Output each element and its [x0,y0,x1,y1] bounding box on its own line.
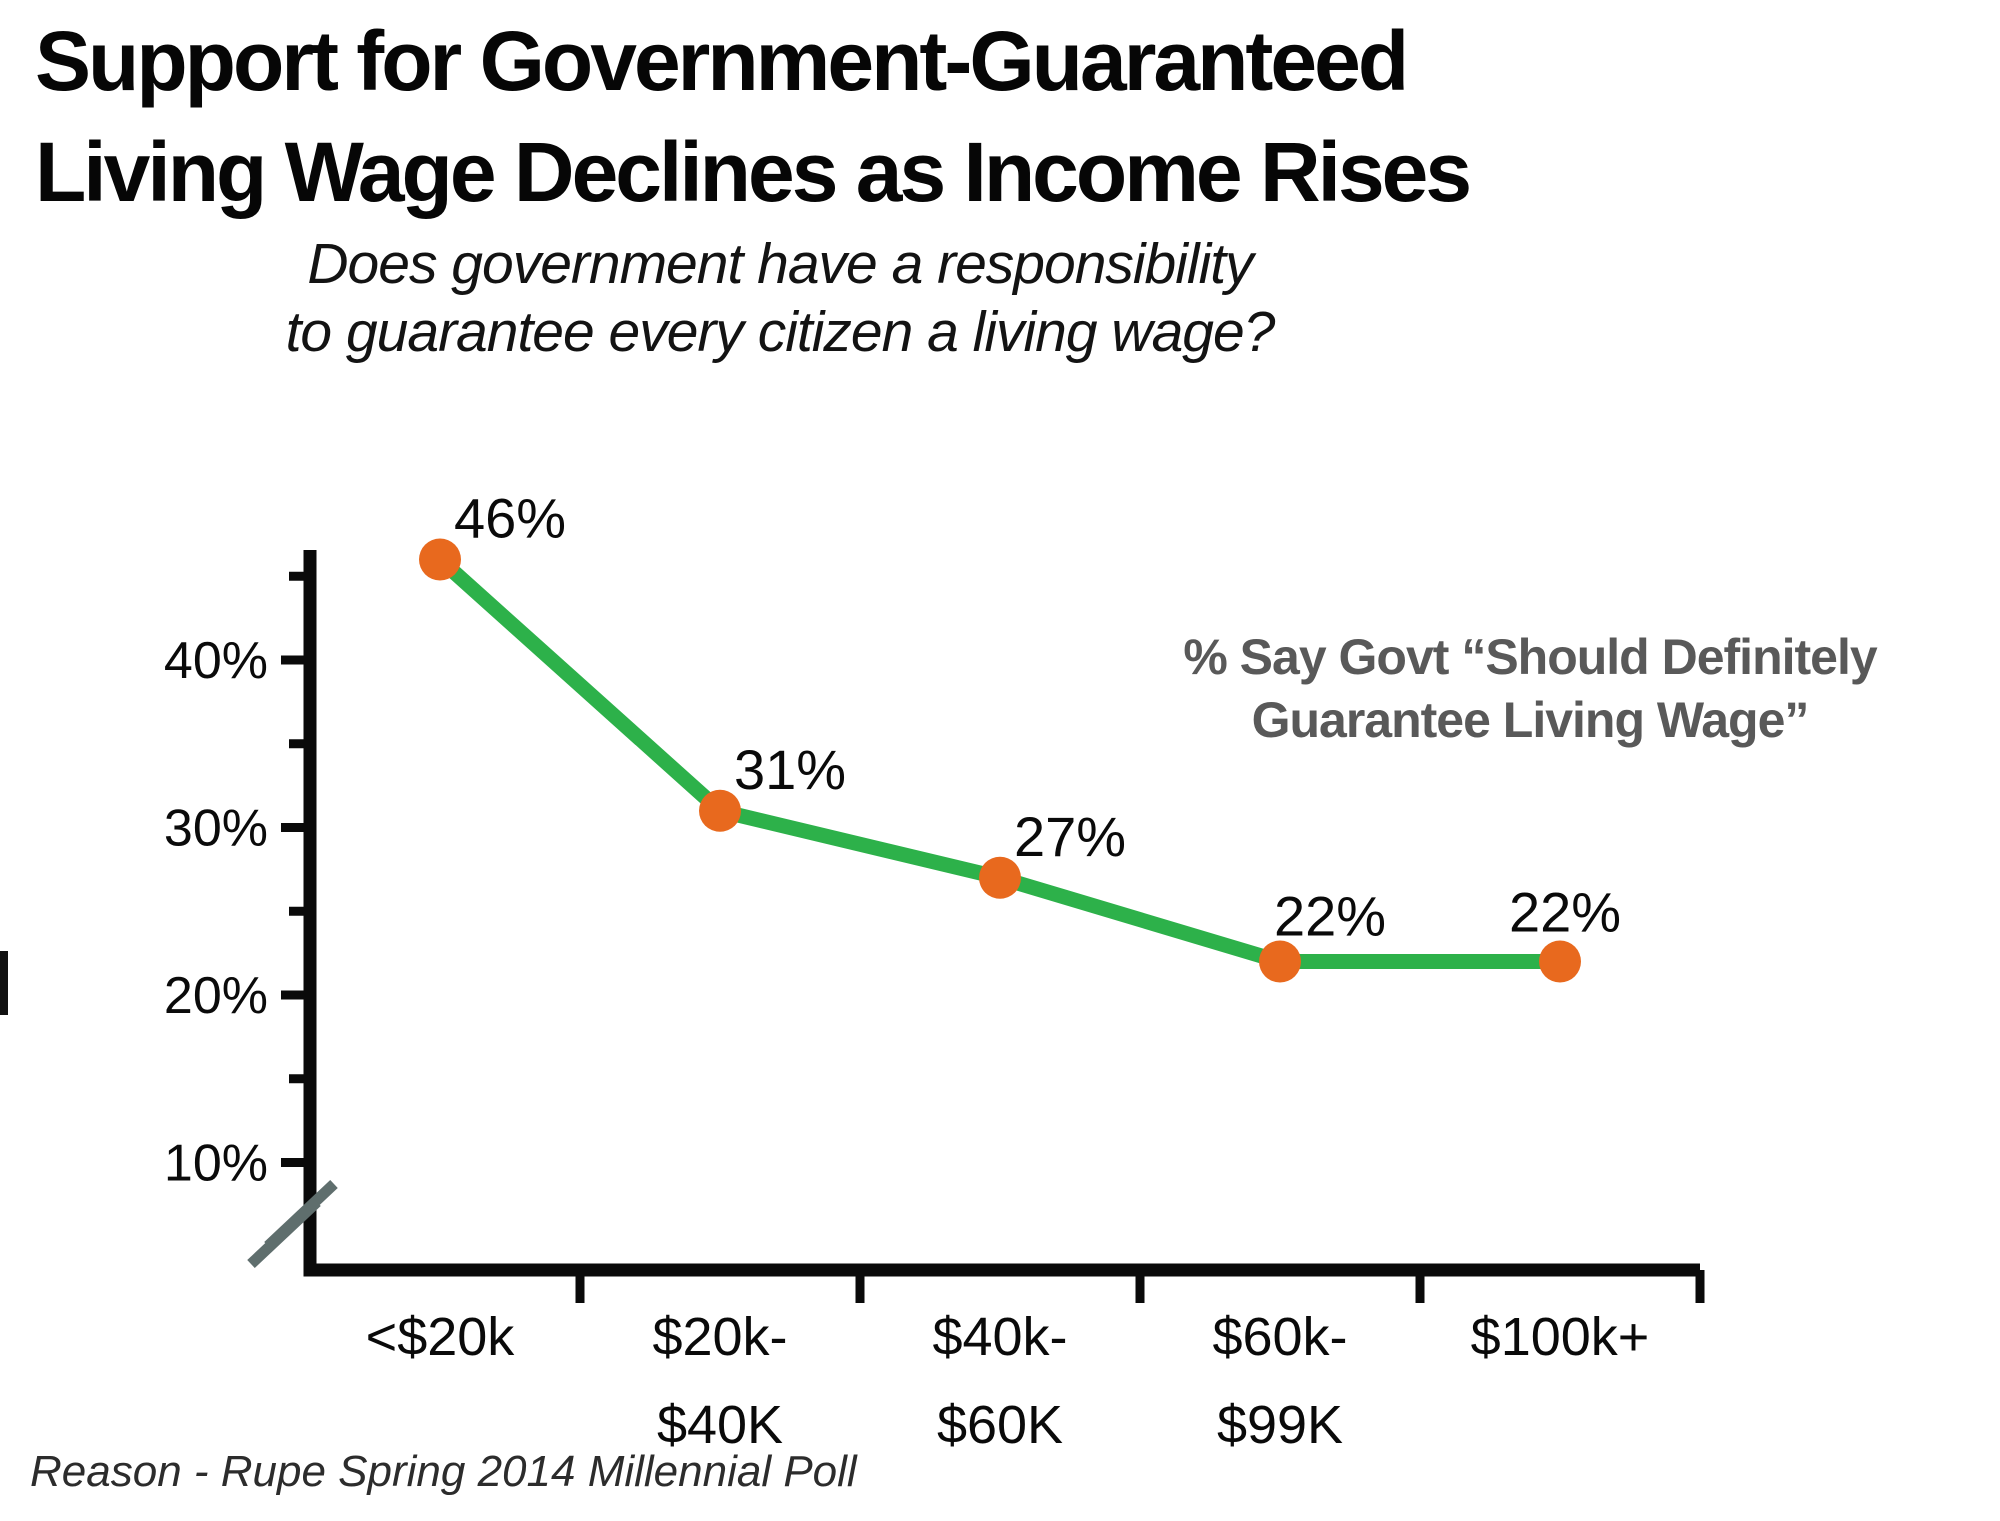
data-point-marker [979,856,1021,899]
y-axis-tick-label: 10% [164,1135,268,1193]
y-axis-tick-label: 20% [164,967,268,1025]
source-citation: Reason - Rupe Spring 2014 Millennial Pol… [30,1447,857,1496]
data-point-marker [419,538,461,581]
chart-title-line-1: Support for Government-Guaranteed [35,14,1409,108]
data-point-marker [1259,940,1301,983]
chart-subtitle-line-1: Does government have a responsibility [307,232,1253,296]
data-point-label: 27% [1014,805,1126,868]
x-axis-category-label: $60k- [1212,1307,1347,1367]
series-annotation-line-2: Guarantee Living Wage” [1251,692,1810,748]
x-axis-category-label: $40K [657,1395,783,1455]
x-axis-category-label: $20k- [652,1307,787,1367]
data-point-label: 46% [454,487,566,550]
data-point-marker [1539,940,1581,983]
chart-title-line-2: Living Wage Declines as Income Rises [35,124,1472,219]
x-axis-category-label: $100k+ [1471,1307,1650,1367]
chart-subtitle: Does government have a responsibility to… [0,230,1560,367]
x-axis-category-label: $99K [1217,1395,1343,1455]
series-annotation: % Say Govt “Should Definitely Guarantee … [1090,626,1970,752]
x-axis-category-label: <$20k [366,1307,516,1367]
data-point-label: 22% [1274,885,1386,948]
data-point-label: 22% [1509,881,1621,944]
series-annotation-line-1: % Say Govt “Should Definitely [1183,629,1877,685]
data-line [434,553,1560,969]
cropped-y-axis-title-artifact [0,951,8,1015]
data-point-label: 31% [734,738,846,801]
y-axis-tick-label: 30% [164,800,268,858]
y-axis-tick-label: 40% [164,632,268,690]
x-axis-category-label: $60K [937,1395,1063,1455]
chart-title: Support for Government-Guaranteed Living… [35,6,1965,228]
axis-break-slash [247,1197,321,1269]
x-axis-category-label: $40k- [932,1307,1067,1367]
chart-subtitle-line-2: to guarantee every citizen a living wage… [285,300,1276,365]
data-point-marker [699,789,741,832]
